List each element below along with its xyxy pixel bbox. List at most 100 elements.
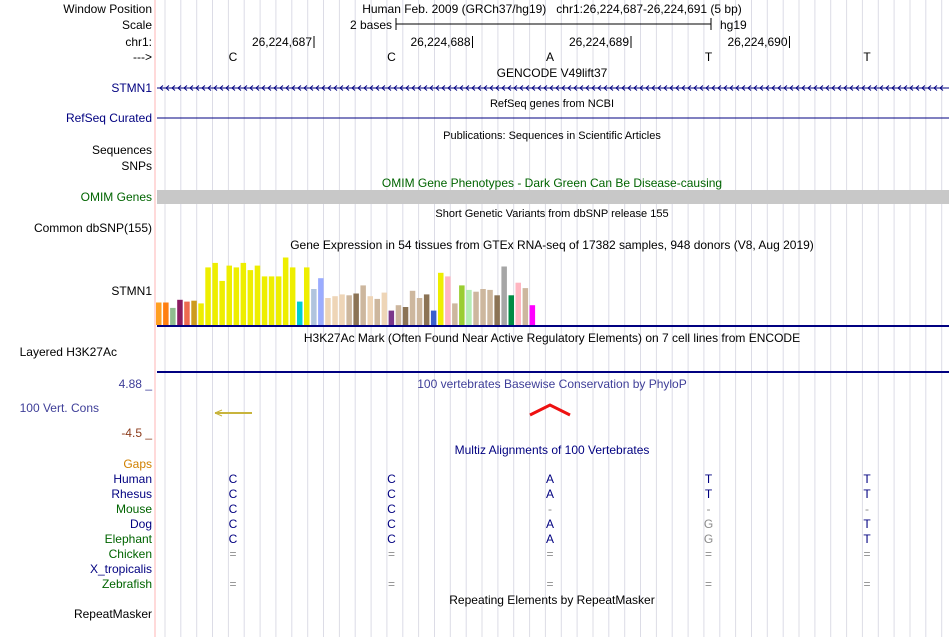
gtex-tissue-bar[interactable] xyxy=(353,293,359,326)
gtex-tissue-bar[interactable] xyxy=(311,289,317,325)
gtex-tissue-bar[interactable] xyxy=(275,276,282,325)
gtex-tissue-bar[interactable] xyxy=(367,296,374,325)
gtex-tissue-bar[interactable] xyxy=(395,305,402,325)
alignment-base: C xyxy=(387,502,396,516)
gencode-track[interactable]: GENCODE V49lift37 STMN1 xyxy=(111,66,949,95)
species-label[interactable]: X_tropicalis xyxy=(90,562,152,576)
snps-label[interactable]: SNPs xyxy=(121,159,152,173)
species-row[interactable]: Rhesus C C A T T xyxy=(111,487,871,501)
gtex-tissue-bar[interactable] xyxy=(409,290,416,325)
gtex-tissue-bar[interactable] xyxy=(402,307,409,325)
gtex-tissue-bar[interactable] xyxy=(430,310,437,325)
gtex-tissue-bar[interactable] xyxy=(339,294,345,325)
gtex-tissue-bar[interactable] xyxy=(529,305,536,325)
species-label[interactable]: Human xyxy=(113,472,152,486)
strand-arrow xyxy=(183,85,188,91)
gtex-tissue-bar[interactable] xyxy=(487,289,493,325)
gtex-track[interactable]: Gene Expression in 54 tissues from GTEx … xyxy=(111,238,949,327)
gtex-tissue-bar[interactable] xyxy=(480,289,486,325)
gtex-tissue-bar[interactable] xyxy=(473,291,479,325)
gtex-tissue-bar[interactable] xyxy=(156,302,162,326)
gtex-tissue-bar[interactable] xyxy=(170,307,176,325)
gtex-tissue-bar[interactable] xyxy=(297,301,303,325)
gtex-tissue-bar[interactable] xyxy=(325,298,331,325)
gtex-tissue-bar[interactable] xyxy=(360,285,366,325)
refseq-label[interactable]: RefSeq Curated xyxy=(66,111,152,125)
gtex-tissue-bar[interactable] xyxy=(423,294,430,325)
gtex-tissue-bar[interactable] xyxy=(289,267,296,325)
refseq-track[interactable]: RefSeq genes from NCBI RefSeq Curated xyxy=(66,98,949,125)
gtex-tissue-bar[interactable] xyxy=(282,257,289,326)
gtex-tissue-bar[interactable] xyxy=(233,267,240,325)
gtex-tissue-bar[interactable] xyxy=(459,285,465,325)
gencode-label[interactable]: STMN1 xyxy=(111,81,152,95)
species-row[interactable]: Zebrafish = = = = = xyxy=(102,577,871,591)
gtex-tissue-bar[interactable] xyxy=(508,295,515,325)
gtex-tissue-bar[interactable] xyxy=(501,266,507,326)
gtex-tissue-bar[interactable] xyxy=(205,267,211,325)
gtex-tissue-bar[interactable] xyxy=(219,280,225,325)
gtex-tissue-bar[interactable] xyxy=(247,270,254,325)
gtex-tissue-bar[interactable] xyxy=(177,299,183,325)
h3k27ac-label[interactable]: Layered H3K27Ac xyxy=(20,345,117,359)
dbsnp-track[interactable]: Short Genetic Variants from dbSNP releas… xyxy=(34,208,669,235)
gtex-tissue-bar[interactable] xyxy=(494,295,500,325)
gtex-tissue-bar[interactable] xyxy=(198,303,204,325)
multiz-track[interactable]: Multiz Alignments of 100 Vertebrates Gap… xyxy=(90,443,871,591)
strand-arrow xyxy=(723,85,728,91)
gtex-bar-chart[interactable] xyxy=(156,257,536,326)
gtex-tissue-bar[interactable] xyxy=(191,300,197,325)
gaps-label[interactable]: Gaps xyxy=(123,457,152,471)
publications-track[interactable]: Publications: Sequences in Scientific Ar… xyxy=(92,130,661,173)
h3k27ac-track[interactable]: H3K27Ac Mark (Often Found Near Active Re… xyxy=(20,331,949,373)
gtex-tissue-bar[interactable] xyxy=(445,276,451,325)
omim-gene-bar[interactable] xyxy=(157,190,949,204)
species-row[interactable]: Elephant C C A G T xyxy=(105,532,872,546)
repeatmasker-track[interactable]: Repeating Elements by RepeatMasker Repea… xyxy=(74,593,655,621)
conservation-label[interactable]: 100 Vert. Cons xyxy=(20,401,99,415)
dbsnp-label[interactable]: Common dbSNP(155) xyxy=(34,221,152,235)
species-row[interactable]: X_tropicalis xyxy=(90,562,152,576)
gtex-tissue-bar[interactable] xyxy=(318,278,324,325)
omim-label[interactable]: OMIM Genes xyxy=(81,190,152,204)
gtex-tissue-bar[interactable] xyxy=(346,295,352,325)
gtex-tissue-bar[interactable] xyxy=(416,298,423,325)
gtex-tissue-bar[interactable] xyxy=(522,288,529,325)
gtex-tissue-bar[interactable] xyxy=(452,303,458,325)
gtex-tissue-bar[interactable] xyxy=(268,276,275,325)
gtex-tissue-bar[interactable] xyxy=(381,292,388,325)
gtex-tissue-bar[interactable] xyxy=(438,272,444,325)
species-label[interactable]: Chicken xyxy=(109,547,152,561)
gtex-tissue-bar[interactable] xyxy=(226,265,233,325)
gtex-tissue-bar[interactable] xyxy=(212,262,218,325)
gtex-tissue-bar[interactable] xyxy=(240,262,247,325)
species-label[interactable]: Elephant xyxy=(105,532,153,546)
conservation-track[interactable]: 100 vertebrates Basewise Conservation by… xyxy=(20,377,687,440)
species-label[interactable]: Dog xyxy=(130,517,152,531)
gtex-tissue-bar[interactable] xyxy=(184,301,190,325)
gtex-tissue-bar[interactable] xyxy=(254,265,261,325)
alignment-base: = xyxy=(546,577,553,591)
species-row[interactable]: Mouse C C - - - xyxy=(116,502,869,516)
species-label[interactable]: Rhesus xyxy=(111,487,152,501)
omim-track[interactable]: OMIM Gene Phenotypes - Dark Green Can Be… xyxy=(81,176,949,204)
repeatmasker-label[interactable]: RepeatMasker xyxy=(74,607,152,621)
gtex-tissue-bar[interactable] xyxy=(304,267,310,325)
species-label[interactable]: Zebrafish xyxy=(102,577,152,591)
gtex-tissue-bar[interactable] xyxy=(163,302,169,326)
gtex-tissue-bar[interactable] xyxy=(374,298,381,325)
gtex-tissue-bar[interactable] xyxy=(332,296,338,325)
sequences-label[interactable]: Sequences xyxy=(92,143,152,157)
gtex-tissue-bar[interactable] xyxy=(261,276,268,325)
gtex-tissue-bar[interactable] xyxy=(466,289,472,325)
gtex-label[interactable]: STMN1 xyxy=(111,284,152,298)
species-row[interactable]: Dog C C A G T xyxy=(130,517,871,531)
species-row[interactable]: Chicken = = = = = xyxy=(109,547,871,561)
gtex-tissue-bar[interactable] xyxy=(515,282,522,325)
species-row[interactable]: Human C C A T T xyxy=(113,472,871,486)
gtex-tissue-bar[interactable] xyxy=(388,310,395,325)
species-label[interactable]: Mouse xyxy=(116,502,152,516)
base-position-ruler[interactable]: Window Position Human Feb. 2009 (GRCh37/… xyxy=(63,2,871,64)
